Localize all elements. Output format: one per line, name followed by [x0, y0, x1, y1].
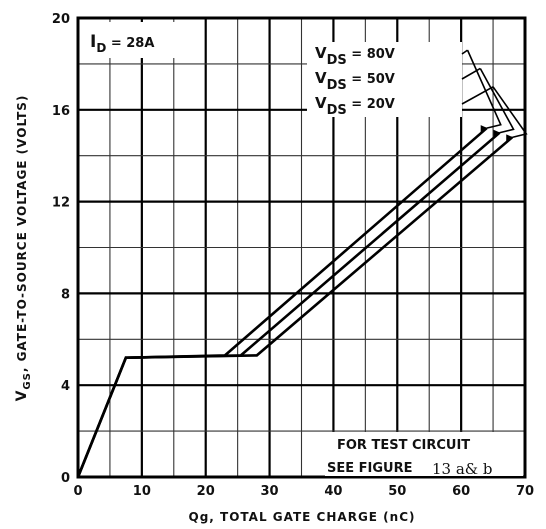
series-line-20v: [76, 136, 514, 478]
legend-leader-line: [479, 68, 515, 134]
legend-leader-line: [492, 86, 528, 139]
legend-pointer-line: [461, 86, 494, 105]
ticks-group: 0 10 20 30 40 50 60 70 0 4 8 12 16 20: [52, 12, 534, 499]
note-line2-extra: 13 a& b: [432, 460, 493, 478]
y-tick-label: 16: [52, 104, 70, 119]
legend-entry-80v: VDS = 80V: [315, 44, 395, 68]
legend-arrowhead: [480, 125, 488, 133]
x-tick-label: 40: [324, 484, 342, 499]
y-tick-label: 4: [61, 379, 70, 394]
legend-arrowhead: [493, 129, 501, 137]
note-box: [325, 432, 523, 476]
id-annotation: ID = 28A: [90, 32, 154, 55]
y-axis-label: VGS, GATE-TO-SOURCE VOLTAGE (VOLTS): [14, 95, 33, 402]
x-tick-label: 60: [452, 484, 470, 499]
y-label-main: V: [14, 390, 30, 402]
x-tick-label: 20: [197, 484, 215, 499]
legend-entry-50v: VDS = 50V: [315, 69, 395, 93]
id-sub: D: [96, 41, 106, 55]
legend-pointer-line: [461, 49, 468, 55]
x-axis-label: Qg, TOTAL GATE CHARGE (nC): [189, 510, 416, 524]
y-tick-label: 8: [61, 287, 70, 302]
series-line-80v: [76, 127, 488, 478]
x-tick-label: 30: [261, 484, 279, 499]
note-line1: FOR TEST CIRCUIT: [337, 438, 470, 453]
y-tick-label: 12: [52, 196, 70, 211]
x-tick-label: 50: [388, 484, 406, 499]
id-main: I: [90, 32, 96, 52]
y-tick-label: 0: [61, 471, 70, 486]
y-label-rest: , GATE-TO-SOURCE VOLTAGE (VOLTS): [15, 95, 29, 373]
legend-leader-line: [466, 49, 502, 129]
legend-arrowhead: [506, 134, 514, 142]
y-label-sub: GS: [22, 372, 33, 389]
note-line2: SEE FIGURE: [327, 461, 412, 476]
id-rest: = 28A: [106, 36, 154, 51]
x-tick-label: 0: [73, 484, 82, 499]
legend-pointer-line: [461, 67, 481, 80]
series-group: [76, 127, 514, 478]
plot-frame: [76, 16, 527, 479]
x-tick-label: 10: [133, 484, 151, 499]
legend-entry-20v: VDS = 20V: [315, 94, 395, 118]
id-annotation-box: [80, 22, 185, 58]
x-tick-label: 70: [516, 484, 534, 499]
y-tick-label: 20: [52, 12, 70, 27]
legend-box: [307, 42, 462, 117]
